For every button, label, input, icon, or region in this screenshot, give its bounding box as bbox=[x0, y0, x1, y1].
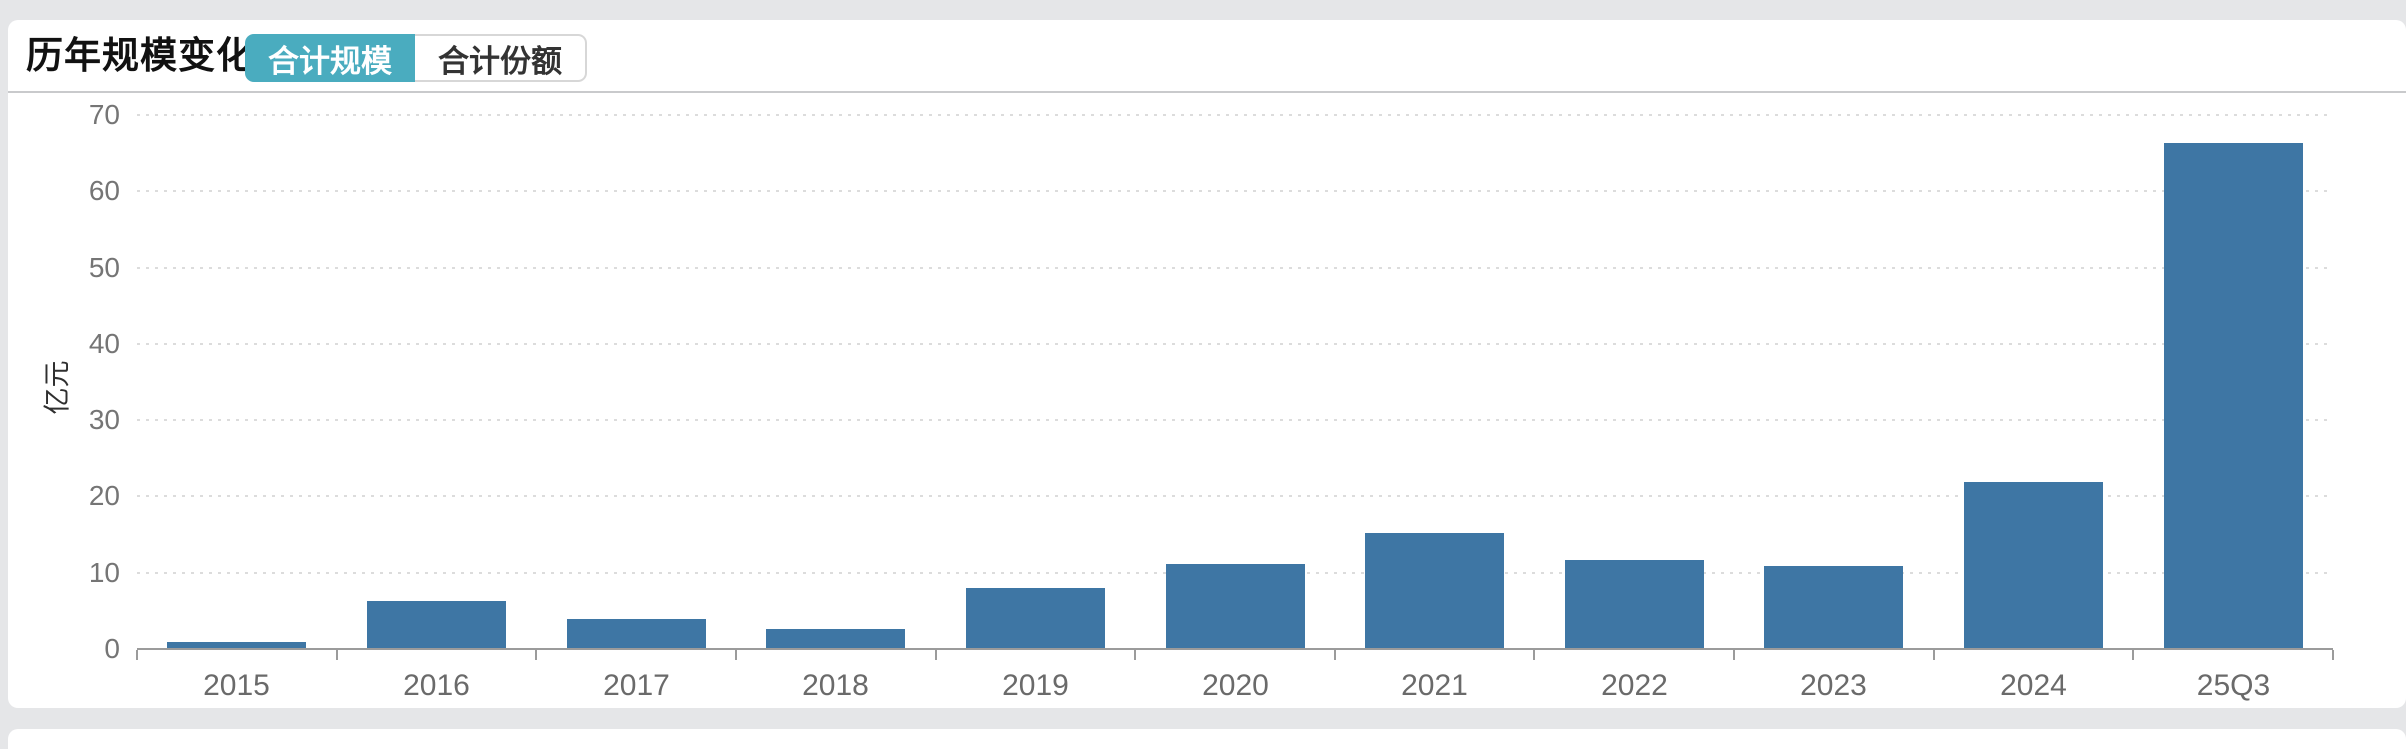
x-tick-label-2019: 2019 bbox=[1002, 669, 1069, 702]
bar-25Q3[interactable] bbox=[2164, 143, 2303, 649]
chart-card-header: 历年规模变化 合计规模 合计份额 bbox=[8, 20, 2406, 93]
bar-2021[interactable] bbox=[1365, 533, 1504, 649]
bar-2022[interactable] bbox=[1565, 560, 1704, 649]
gridline-50 bbox=[137, 266, 2333, 269]
scale-share-tab-group: 合计规模 合计份额 bbox=[245, 34, 587, 82]
gridline-40 bbox=[137, 342, 2333, 345]
x-tick-label-2021: 2021 bbox=[1401, 669, 1468, 702]
x-axis-tick bbox=[2132, 650, 2134, 660]
y-tick-label-70: 70 bbox=[88, 99, 120, 130]
x-axis-tick bbox=[935, 650, 937, 660]
x-axis-tick bbox=[1733, 650, 1735, 660]
x-axis-tick bbox=[336, 650, 338, 660]
bar-2019[interactable] bbox=[966, 588, 1105, 649]
x-axis-tick bbox=[1134, 650, 1136, 660]
bar-2017[interactable] bbox=[567, 619, 706, 649]
x-tick-label-2022: 2022 bbox=[1601, 669, 1668, 702]
y-tick-label-50: 50 bbox=[88, 251, 120, 283]
gridline-30 bbox=[137, 419, 2333, 422]
bar-2018[interactable] bbox=[766, 629, 905, 649]
y-tick-label-30: 30 bbox=[88, 404, 120, 436]
x-tick-label-2024: 2024 bbox=[2000, 669, 2067, 702]
x-axis-tick bbox=[1933, 650, 1935, 660]
bar-2020[interactable] bbox=[1166, 564, 1305, 649]
gridline-70 bbox=[137, 114, 2333, 116]
tab-total-share[interactable]: 合计份额 bbox=[415, 34, 587, 82]
bar-2023[interactable] bbox=[1764, 566, 1903, 649]
y-axis-title: 亿元 bbox=[42, 360, 73, 415]
x-tick-label-2023: 2023 bbox=[1800, 669, 1867, 702]
gridline-20 bbox=[137, 495, 2333, 498]
y-tick-label-0: 0 bbox=[104, 633, 120, 664]
x-tick-label-2017: 2017 bbox=[603, 669, 670, 702]
x-axis-tick bbox=[1334, 650, 1336, 660]
x-axis-tick bbox=[2332, 650, 2334, 660]
x-tick-label-25Q3: 25Q3 bbox=[2196, 669, 2271, 702]
header-divider bbox=[8, 91, 2406, 93]
bar-2016[interactable] bbox=[367, 601, 506, 649]
gridline-60 bbox=[137, 190, 2333, 193]
next-card-edge bbox=[8, 729, 2406, 749]
y-tick-label-10: 10 bbox=[88, 556, 120, 588]
x-tick-label-2016: 2016 bbox=[403, 669, 470, 702]
x-tick-label-2015: 2015 bbox=[203, 669, 270, 702]
x-axis-tick bbox=[535, 650, 537, 660]
bar-2015[interactable] bbox=[167, 642, 306, 649]
x-axis-tick bbox=[136, 650, 138, 660]
x-axis-tick bbox=[1533, 650, 1535, 660]
x-axis-line bbox=[137, 648, 2333, 650]
bar-2024[interactable] bbox=[1964, 482, 2103, 649]
y-tick-label-40: 40 bbox=[88, 327, 120, 359]
tab-total-scale[interactable]: 合计规模 bbox=[245, 34, 415, 82]
x-axis-tick bbox=[735, 650, 737, 660]
chart-title: 历年规模变化 bbox=[26, 35, 254, 76]
x-tick-label-2020: 2020 bbox=[1202, 669, 1269, 702]
y-tick-label-60: 60 bbox=[88, 175, 120, 207]
x-tick-label-2018: 2018 bbox=[802, 669, 869, 702]
y-tick-label-20: 20 bbox=[88, 480, 120, 512]
